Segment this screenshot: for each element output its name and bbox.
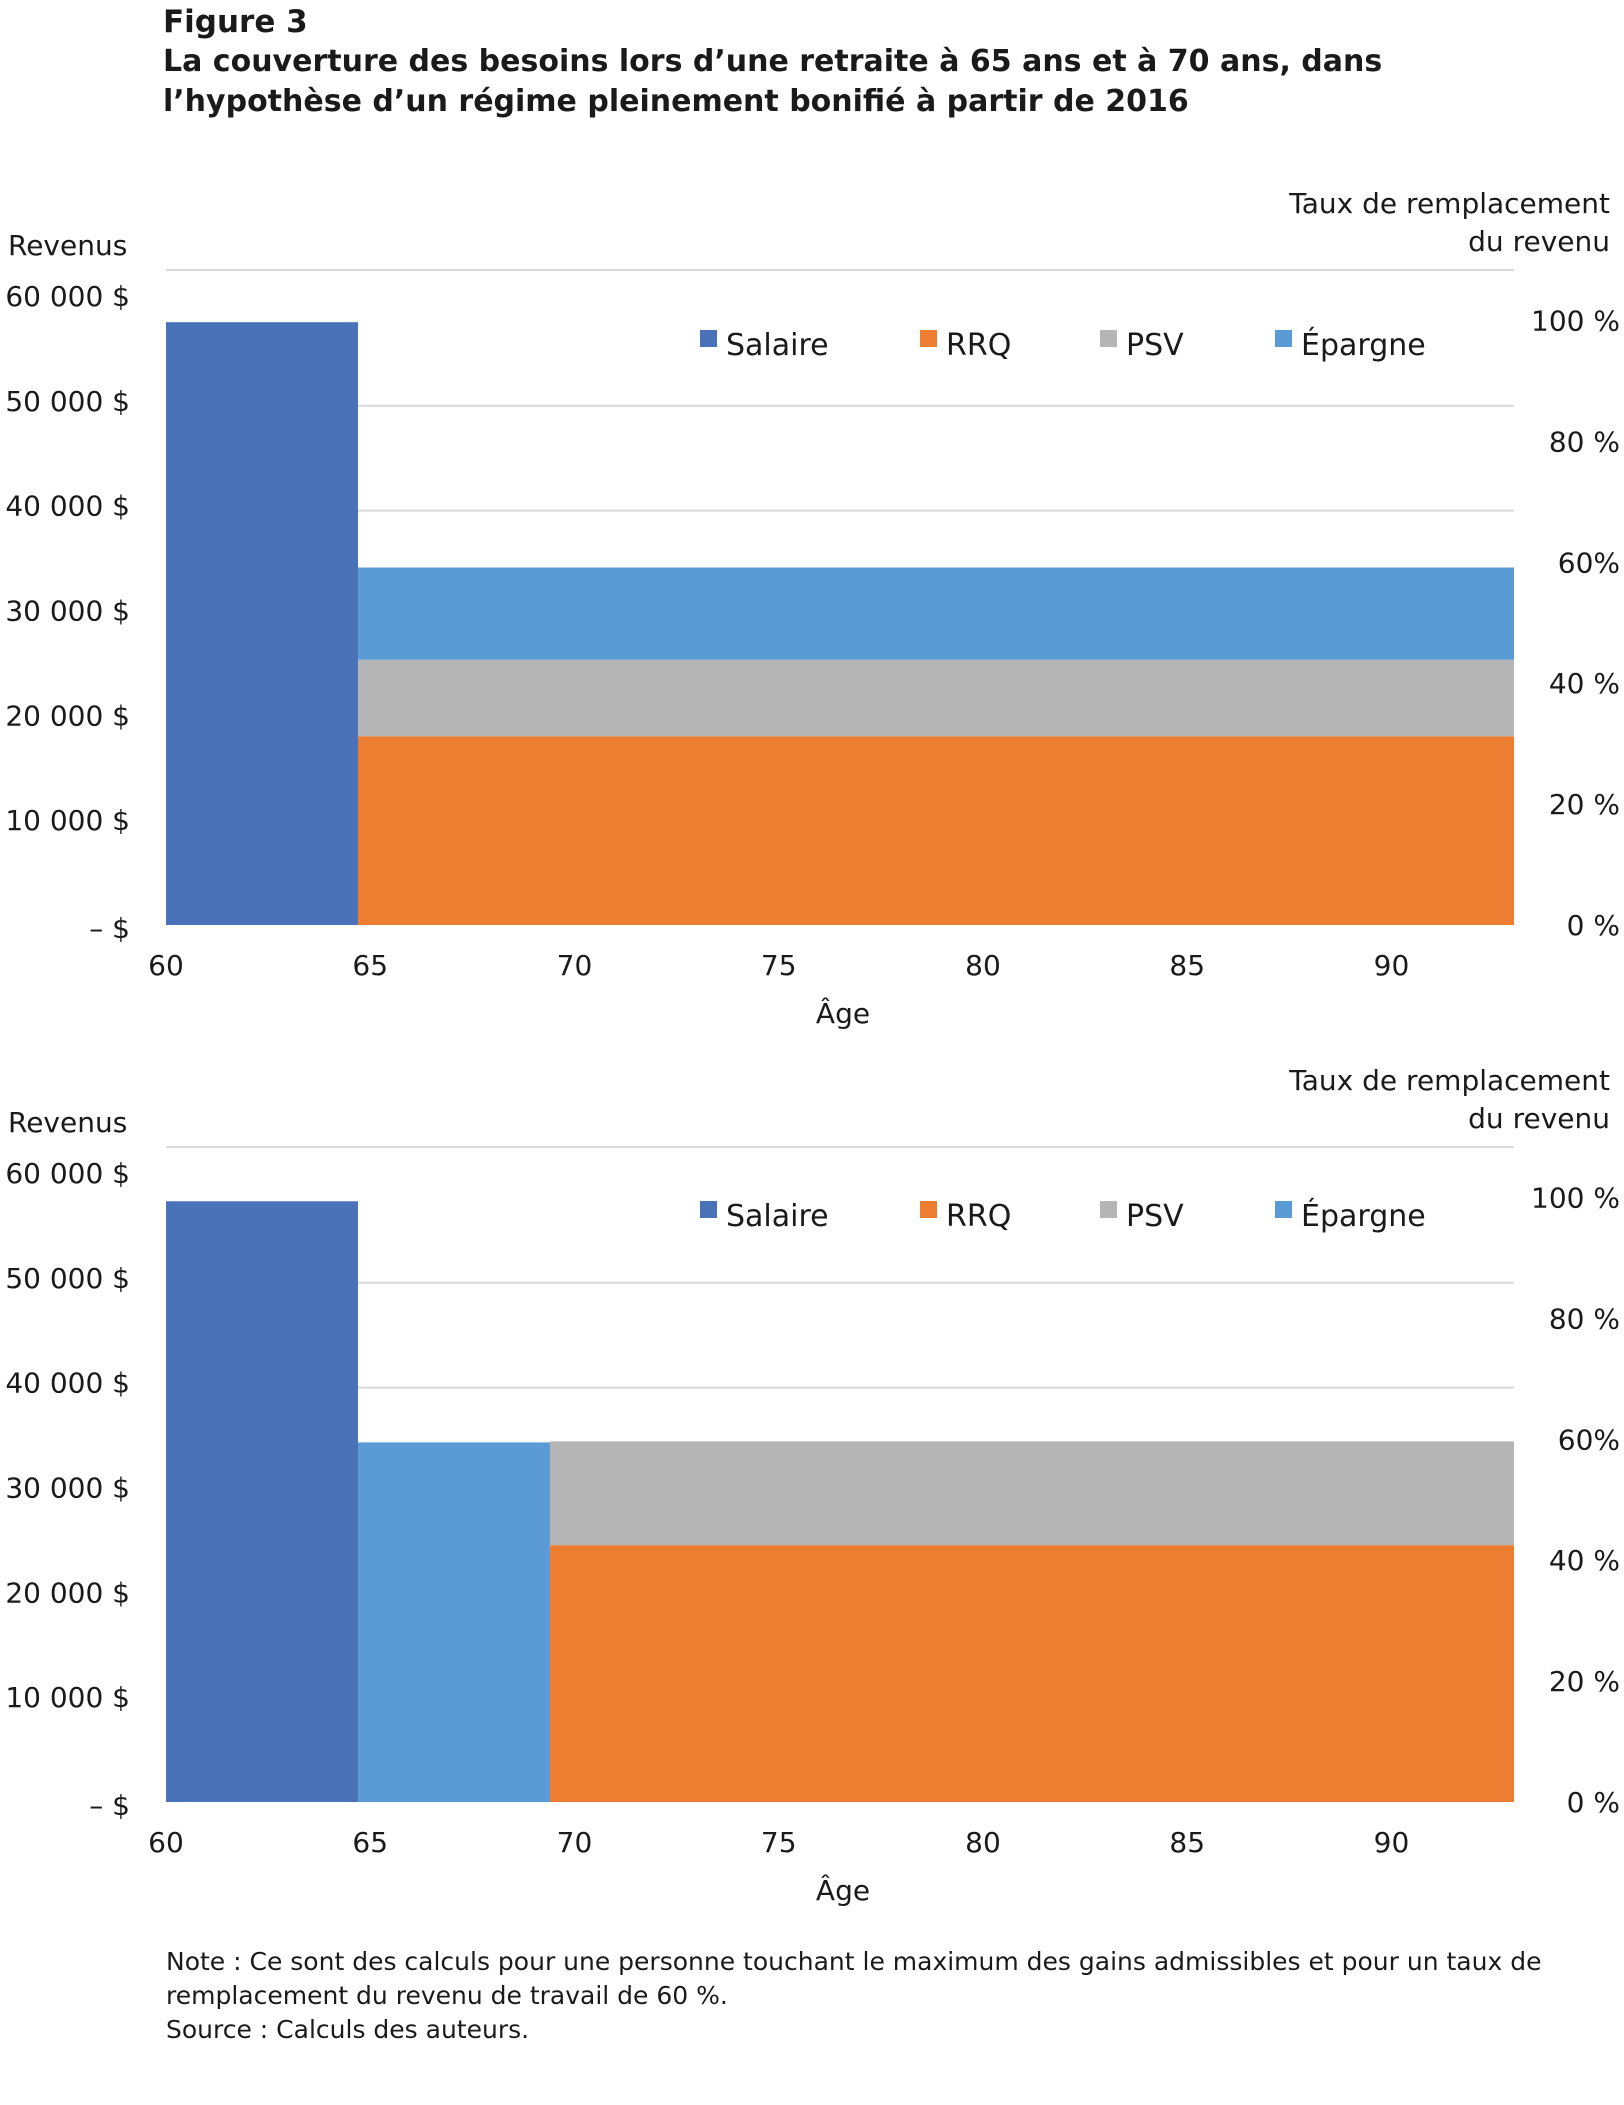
legend-swatch bbox=[700, 1201, 717, 1218]
legend-swatch bbox=[1100, 1201, 1117, 1218]
x-tick-label: 85 bbox=[1169, 1826, 1205, 1859]
y2-axis-title-line: Taux de remplacement bbox=[1288, 1064, 1610, 1097]
y2-tick-label: 0 % bbox=[1567, 1786, 1620, 1819]
y2-tick-label: 100 % bbox=[1531, 1182, 1620, 1215]
y2-tick-label: 60% bbox=[1558, 546, 1620, 579]
y2-axis-title-line: du revenu bbox=[1468, 225, 1610, 258]
y-axis-title: Revenus bbox=[8, 1106, 127, 1139]
y-tick-label: 10 000 $ bbox=[5, 1681, 130, 1714]
x-tick-label: 75 bbox=[761, 1826, 797, 1859]
y-axis-title: Revenus bbox=[8, 229, 127, 262]
figure-title: La couverture des besoins lors d’une ret… bbox=[163, 44, 1383, 119]
legend-item-psv: PSV bbox=[1100, 328, 1184, 363]
figure-note: Note : Ce sont des calculs pour une pers… bbox=[166, 1947, 1542, 2010]
legend-swatch bbox=[1275, 330, 1292, 347]
y2-tick-label: 60% bbox=[1558, 1423, 1620, 1456]
y-tick-label: 50 000 $ bbox=[5, 385, 130, 418]
legend-item-rrq: RRQ bbox=[920, 328, 1011, 363]
area-segment-rrq bbox=[357, 736, 1514, 925]
chart-retirement-70: Revenus Taux de remplacement du revenu – $ 1… bbox=[5, 1064, 1620, 1907]
y-tick-label: – $ bbox=[89, 912, 130, 945]
y2-tick-label: 80 % bbox=[1549, 425, 1620, 458]
legend-label: Salaire bbox=[726, 1199, 829, 1234]
y2-tick-label: 80 % bbox=[1549, 1302, 1620, 1335]
legend-label: Épargne bbox=[1301, 327, 1426, 363]
y2-axis-title-line: Taux de remplacement bbox=[1288, 187, 1610, 220]
area-segment-epargne bbox=[357, 1442, 550, 1802]
area-segment-salaire bbox=[166, 322, 358, 925]
area-segment-epargne bbox=[357, 567, 1514, 660]
area-segment-psv bbox=[549, 1441, 1514, 1546]
legend-label: PSV bbox=[1126, 328, 1184, 363]
area-segment-salaire bbox=[166, 1201, 358, 1802]
y2-tick-label: 20 % bbox=[1549, 788, 1620, 821]
legend-label: PSV bbox=[1126, 1199, 1184, 1234]
y-tick-label: 50 000 $ bbox=[5, 1262, 130, 1295]
y2-tick-label: 100 % bbox=[1531, 305, 1620, 338]
area-segment-psv bbox=[357, 659, 1514, 737]
legend-item-epargne: Épargne bbox=[1275, 1198, 1426, 1234]
figure-header: Figure 3 La couverture des besoins lors … bbox=[163, 0, 1583, 122]
y2-tick-label: 0 % bbox=[1567, 909, 1620, 942]
legend-label: Épargne bbox=[1301, 1198, 1426, 1234]
legend-item-salaire: Salaire bbox=[700, 328, 829, 363]
x-tick-label: 80 bbox=[965, 949, 1001, 982]
y2-tick-label: 40 % bbox=[1549, 1544, 1620, 1577]
legend-item-rrq: RRQ bbox=[920, 1199, 1011, 1234]
legend-label: Salaire bbox=[726, 328, 829, 363]
legend-swatch bbox=[920, 1201, 937, 1218]
legend-label: RRQ bbox=[946, 328, 1011, 363]
y-tick-label: – $ bbox=[89, 1789, 130, 1822]
x-axis-title: Âge bbox=[816, 996, 870, 1030]
y2-tick-label: 20 % bbox=[1549, 1665, 1620, 1698]
x-tick-label: 90 bbox=[1374, 1826, 1410, 1859]
legend-swatch bbox=[1100, 330, 1117, 347]
legend-swatch bbox=[700, 330, 717, 347]
y2-tick-label: 40 % bbox=[1549, 667, 1620, 700]
x-tick-label: 65 bbox=[352, 949, 388, 982]
x-tick-label: 85 bbox=[1169, 949, 1205, 982]
x-tick-label: 60 bbox=[148, 1826, 184, 1859]
x-tick-label: 70 bbox=[557, 949, 593, 982]
legend-item-psv: PSV bbox=[1100, 1199, 1184, 1234]
legend-item-epargne: Épargne bbox=[1275, 327, 1426, 363]
legend-label: RRQ bbox=[946, 1199, 1011, 1234]
y-tick-label: 20 000 $ bbox=[5, 1576, 130, 1609]
legend-swatch bbox=[920, 330, 937, 347]
figure-label: Figure 3 bbox=[163, 4, 308, 40]
figure-source: Source : Calculs des auteurs. bbox=[166, 2015, 530, 2044]
y-tick-label: 30 000 $ bbox=[5, 1471, 130, 1504]
y-tick-label: 40 000 $ bbox=[5, 490, 130, 523]
y2-axis-title-line: du revenu bbox=[1468, 1102, 1610, 1135]
area-segment-rrq bbox=[549, 1545, 1514, 1802]
x-tick-label: 70 bbox=[557, 1826, 593, 1859]
x-axis-title: Âge bbox=[816, 1873, 870, 1907]
figure-footer: Note : Ce sont des calculs pour une pers… bbox=[166, 1945, 1586, 2047]
y-tick-label: 30 000 $ bbox=[5, 594, 130, 627]
y-tick-label: 60 000 $ bbox=[5, 280, 130, 313]
y-tick-label: 40 000 $ bbox=[5, 1367, 130, 1400]
legend-swatch bbox=[1275, 1201, 1292, 1218]
y-tick-label: 20 000 $ bbox=[5, 699, 130, 732]
x-tick-label: 75 bbox=[761, 949, 797, 982]
chart-retirement-65: Revenus Taux de remplacement du revenu – $ 1… bbox=[5, 187, 1620, 1030]
x-tick-label: 65 bbox=[352, 1826, 388, 1859]
x-tick-label: 80 bbox=[965, 1826, 1001, 1859]
x-tick-label: 60 bbox=[148, 949, 184, 982]
y-tick-label: 60 000 $ bbox=[5, 1157, 130, 1190]
y-tick-label: 10 000 $ bbox=[5, 804, 130, 837]
x-tick-label: 90 bbox=[1374, 949, 1410, 982]
legend-item-salaire: Salaire bbox=[700, 1199, 829, 1234]
